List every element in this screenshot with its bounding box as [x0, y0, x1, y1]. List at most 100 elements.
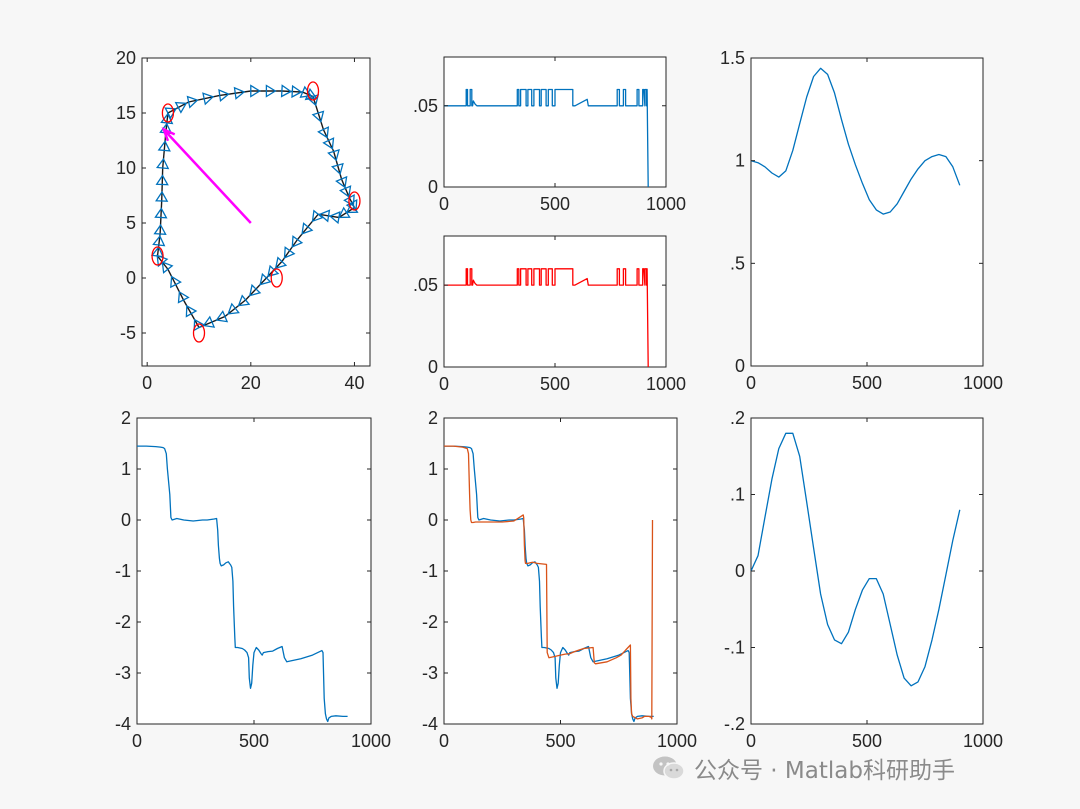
waypoint-circle	[306, 81, 320, 101]
heading-marker	[237, 294, 251, 307]
y-tick-label: 0	[735, 561, 745, 581]
x-tick-label: 1000	[646, 374, 686, 394]
heading-marker	[291, 235, 304, 248]
x-tick-label: 1000	[646, 194, 686, 214]
x-tick-label: 500	[852, 373, 882, 393]
heading-marker	[215, 310, 229, 323]
y-tick-label: -3	[115, 663, 131, 683]
x-tick-label: 1000	[963, 731, 1003, 751]
heading-marker	[154, 207, 168, 219]
plot-area	[750, 57, 984, 367]
heading-marker	[283, 246, 296, 259]
axes-trajectory: 0 20 40 -5 0 5 10 15 20	[116, 48, 371, 393]
plot-marks	[137, 445, 348, 723]
heading-marker	[317, 126, 330, 139]
y-tick-label: -3	[422, 663, 438, 683]
heading-marker	[338, 206, 351, 219]
y-tick-label: .1	[730, 485, 745, 505]
heading-marker	[311, 209, 324, 223]
x-tick-label: 500	[540, 374, 570, 394]
y-tick-label: 0	[428, 510, 438, 530]
heading-marker	[274, 256, 288, 270]
start-arrow-head	[161, 127, 176, 142]
heading-marker	[177, 290, 190, 304]
axes-wave-bottom-right: 0 500 1000 -.2 -.1 0 .1 .2	[724, 408, 1003, 751]
plot-marks	[444, 88, 649, 187]
heading-marker	[218, 88, 230, 103]
y-tick-label: -2	[115, 612, 131, 632]
heading-marker	[153, 223, 167, 236]
x-tick-label: 500	[239, 731, 269, 751]
series-line-red	[444, 268, 649, 367]
x-tick-label: 1000	[657, 731, 697, 751]
x-tick-label: 500	[540, 194, 570, 214]
x-tick-label: 0	[439, 194, 449, 214]
series-line-blue	[751, 432, 961, 687]
heading-marker	[155, 157, 170, 170]
heading-marker	[186, 95, 199, 109]
heading-marker	[250, 84, 262, 98]
plot-area	[750, 417, 984, 725]
heading-marker	[185, 304, 198, 318]
waypoint-circle	[192, 323, 206, 343]
heading-marker	[156, 254, 169, 268]
plot-area	[443, 56, 667, 188]
waypoint-circle	[270, 268, 283, 288]
start-arrow	[162, 128, 252, 224]
axes-steps-single: 0 500 1000 -4 -3 -2 -1 0 1 2	[115, 408, 391, 751]
waypoint-circle	[161, 103, 175, 123]
y-tick-label: 0	[428, 177, 438, 197]
heading-marker	[152, 234, 166, 247]
wechat-icon	[653, 756, 685, 780]
x-tick-label: 40	[344, 373, 364, 393]
plot-marks	[751, 432, 961, 687]
y-tick-label: -4	[115, 714, 131, 734]
y-tick-label: 0	[126, 268, 136, 288]
x-tick-label: 500	[852, 731, 882, 751]
heading-marker	[291, 84, 303, 99]
y-tick-label: .2	[730, 408, 745, 428]
x-tick-label: 0	[439, 374, 449, 394]
y-tick-label: 2	[121, 408, 131, 428]
waypoint-circle	[348, 191, 361, 211]
series-line-blue	[444, 445, 654, 723]
x-tick-label: 0	[746, 373, 756, 393]
heading-marker	[327, 149, 340, 162]
heading-marker	[259, 272, 272, 286]
y-tick-label: 2	[428, 408, 438, 428]
y-tick-label: -.1	[724, 638, 745, 658]
series-line-blue	[444, 88, 649, 187]
y-tick-label: 10	[116, 158, 136, 178]
y-tick-label: .05	[413, 275, 438, 295]
y-tick-label: 0	[428, 357, 438, 377]
y-tick-label: 5	[126, 213, 136, 233]
heading-marker	[233, 86, 246, 100]
y-tick-label: .5	[730, 253, 745, 273]
x-tick-label: 0	[746, 731, 756, 751]
plot-area	[443, 235, 667, 368]
y-tick-label: 20	[116, 48, 136, 68]
series-line-orange	[444, 445, 654, 720]
y-tick-label: -1	[422, 561, 438, 581]
heading-marker	[280, 84, 293, 98]
heading-marker	[335, 175, 348, 189]
axes-steps-compare: 0 500 1000 -4 -3 -2 -1 0 1 2	[422, 408, 697, 751]
heading-marker	[170, 275, 182, 289]
heading-marker	[157, 140, 171, 152]
heading-marker	[155, 190, 169, 202]
watermark: 公众号 · Matlab科研助手	[652, 752, 955, 784]
x-tick-label: 0	[132, 731, 142, 751]
x-tick-label: 0	[439, 731, 449, 751]
x-tick-label: 20	[241, 373, 261, 393]
series-line-blue	[137, 445, 348, 723]
plot-marks	[444, 445, 654, 723]
series-line-blue	[751, 67, 961, 215]
plot-marks	[751, 67, 961, 215]
heading-marker	[160, 112, 174, 125]
y-tick-label: 15	[116, 103, 136, 123]
y-tick-label: 1	[121, 459, 131, 479]
y-tick-label: 0	[121, 510, 131, 530]
y-tick-label: -1	[115, 561, 131, 581]
x-tick-label: 1000	[351, 731, 391, 751]
